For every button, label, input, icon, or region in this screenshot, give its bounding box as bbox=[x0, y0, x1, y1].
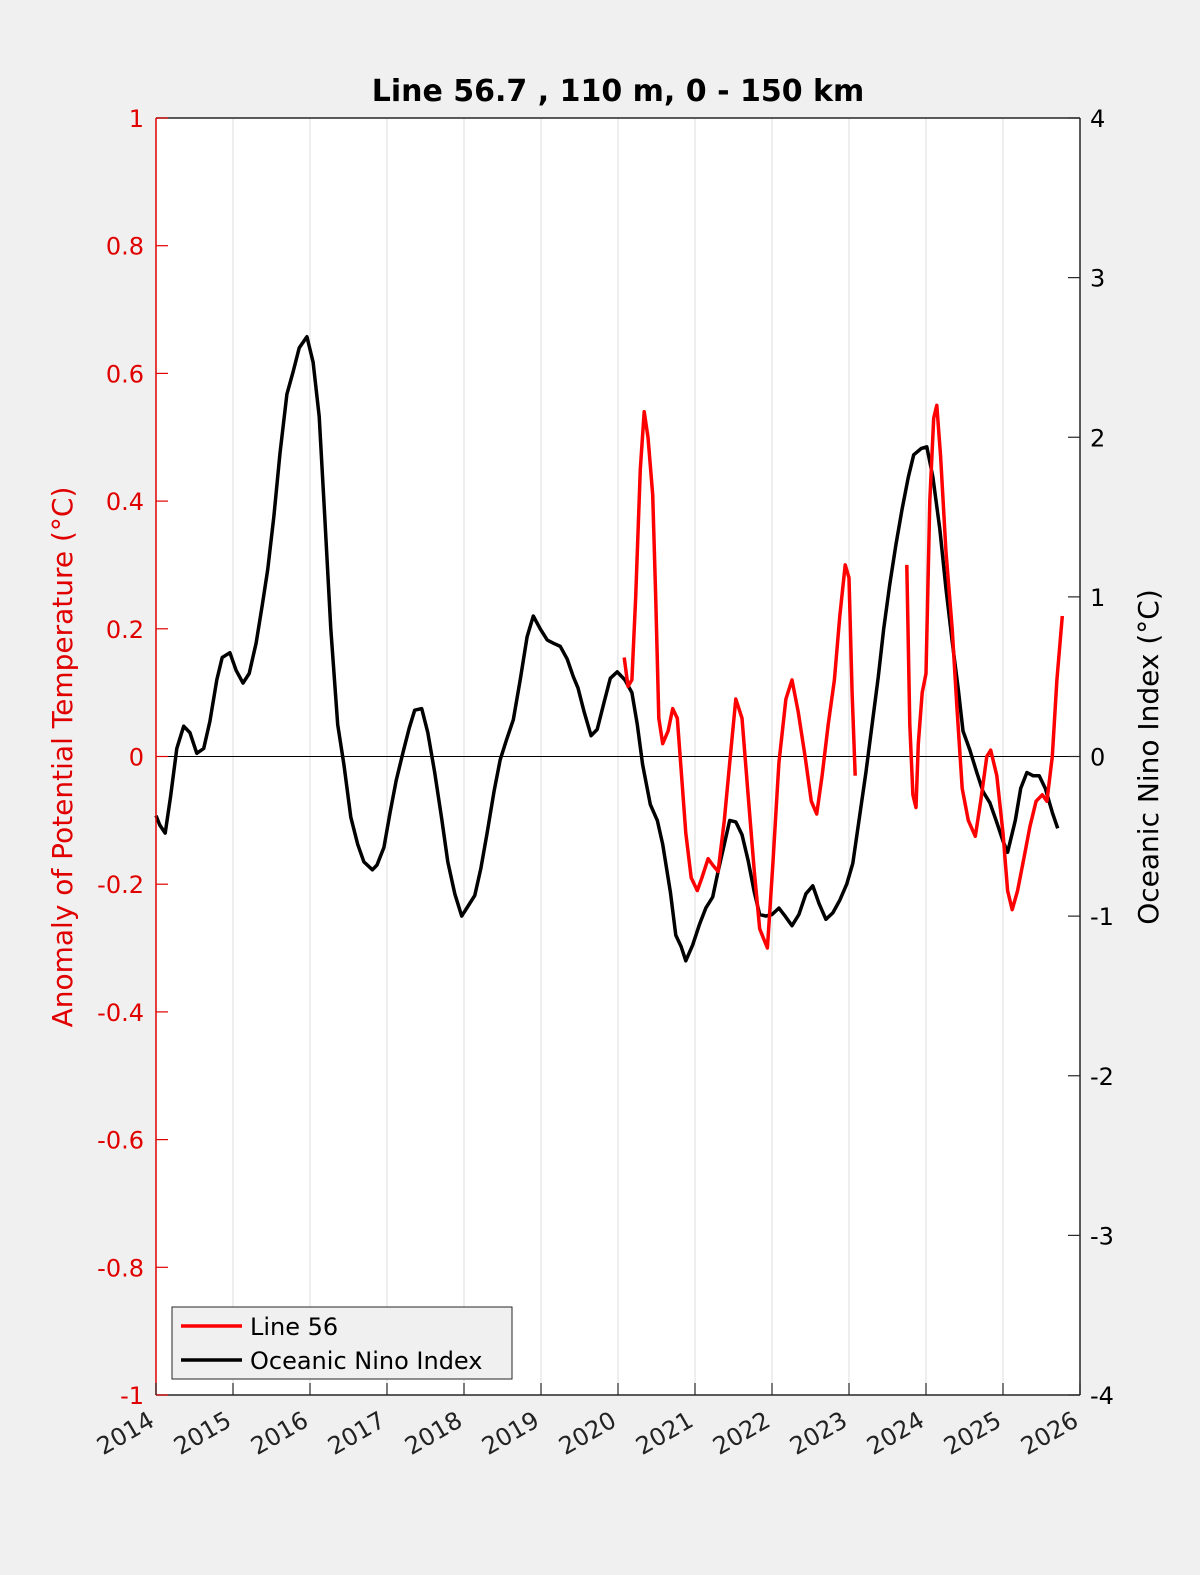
left-y-tick-label: 0.6 bbox=[106, 360, 144, 388]
left-y-tick-label: -0.8 bbox=[97, 1254, 144, 1282]
left-y-tick-label: 1 bbox=[129, 105, 144, 133]
right-y-tick-label: -2 bbox=[1090, 1063, 1114, 1091]
x-tick-label: 2019 bbox=[477, 1406, 544, 1461]
x-tick-label: 2020 bbox=[554, 1406, 621, 1461]
right-y-axis-label: Oceanic Nino Index (°C) bbox=[1132, 589, 1165, 925]
right-y-tick-label: -4 bbox=[1090, 1382, 1114, 1410]
x-tick-label: 2021 bbox=[631, 1406, 698, 1461]
x-tick-label: 2023 bbox=[785, 1406, 852, 1461]
right-y-ticks: 4 3 2 1 0 -1 -2 -3 -4 bbox=[1068, 105, 1114, 1410]
x-tick-label: 2014 bbox=[92, 1406, 159, 1461]
x-tick-label: 2016 bbox=[246, 1406, 313, 1461]
right-y-tick-label: 4 bbox=[1090, 105, 1105, 133]
x-tick-label: 2024 bbox=[862, 1406, 929, 1461]
legend-label-line56: Line 56 bbox=[250, 1313, 338, 1341]
series-group bbox=[154, 334, 1065, 963]
legend-box bbox=[171, 1306, 513, 1380]
right-y-tick-label: 0 bbox=[1090, 744, 1105, 772]
left-y-tick-label: 0.2 bbox=[106, 616, 144, 644]
x-tick-label: 2026 bbox=[1016, 1406, 1083, 1461]
right-y-tick-label: 2 bbox=[1090, 424, 1105, 452]
right-y-tick-label: 3 bbox=[1090, 265, 1105, 293]
left-y-tick-label: 0.8 bbox=[106, 233, 144, 261]
right-y-tick-label: -3 bbox=[1090, 1222, 1114, 1250]
left-y-tick-label: -1 bbox=[120, 1382, 144, 1410]
left-y-tick-label: -0.4 bbox=[97, 999, 144, 1027]
legend: Line 56 Oceanic Nino Index bbox=[171, 1306, 513, 1380]
left-y-ticks: 1 0.8 0.6 0.4 0.2 0 -0.2 -0.4 -0.6 -0.8 -1 bbox=[97, 105, 168, 1410]
left-y-tick-label: 0 bbox=[129, 744, 144, 772]
left-y-tick-label: 0.4 bbox=[106, 488, 144, 516]
x-tick-label: 2022 bbox=[708, 1406, 775, 1461]
x-tick-label: 2018 bbox=[400, 1406, 467, 1461]
left-y-axis-label: Anomaly of Potential Temperature (°C) bbox=[46, 487, 79, 1028]
series-line-oceanic-nino-index bbox=[154, 334, 1060, 963]
x-tick-label: 2025 bbox=[939, 1406, 1006, 1461]
right-y-tick-label: -1 bbox=[1090, 903, 1114, 931]
legend-label-oni: Oceanic Nino Index bbox=[250, 1347, 482, 1375]
left-y-tick-label: -0.2 bbox=[97, 871, 144, 899]
x-tick-label: 2015 bbox=[169, 1406, 236, 1461]
right-y-tick-label: 1 bbox=[1090, 584, 1105, 612]
chart-title: Line 56.7 , 110 m, 0 - 150 km bbox=[372, 74, 865, 109]
series-line-line-56 bbox=[622, 409, 857, 950]
series-line-line-56 bbox=[905, 403, 1065, 912]
x-tick-label: 2017 bbox=[323, 1406, 390, 1461]
left-y-tick-label: -0.6 bbox=[97, 1127, 144, 1155]
